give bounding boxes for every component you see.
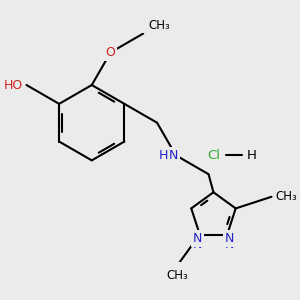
Text: O: O [106,46,116,59]
Text: Cl: Cl [207,149,220,162]
Text: H: H [158,149,168,162]
Text: O: O [106,46,116,59]
Text: H: H [158,149,168,162]
Text: N: N [169,149,178,162]
Text: N: N [224,238,234,251]
Text: H: H [247,149,256,162]
Text: N: N [193,238,203,251]
Text: CH₃: CH₃ [275,190,297,203]
Text: CH₃: CH₃ [148,19,170,32]
Text: CH₃: CH₃ [167,269,188,282]
Text: N: N [169,149,178,162]
Text: N: N [224,232,234,245]
Text: HO: HO [3,79,22,92]
Text: N: N [193,232,203,245]
